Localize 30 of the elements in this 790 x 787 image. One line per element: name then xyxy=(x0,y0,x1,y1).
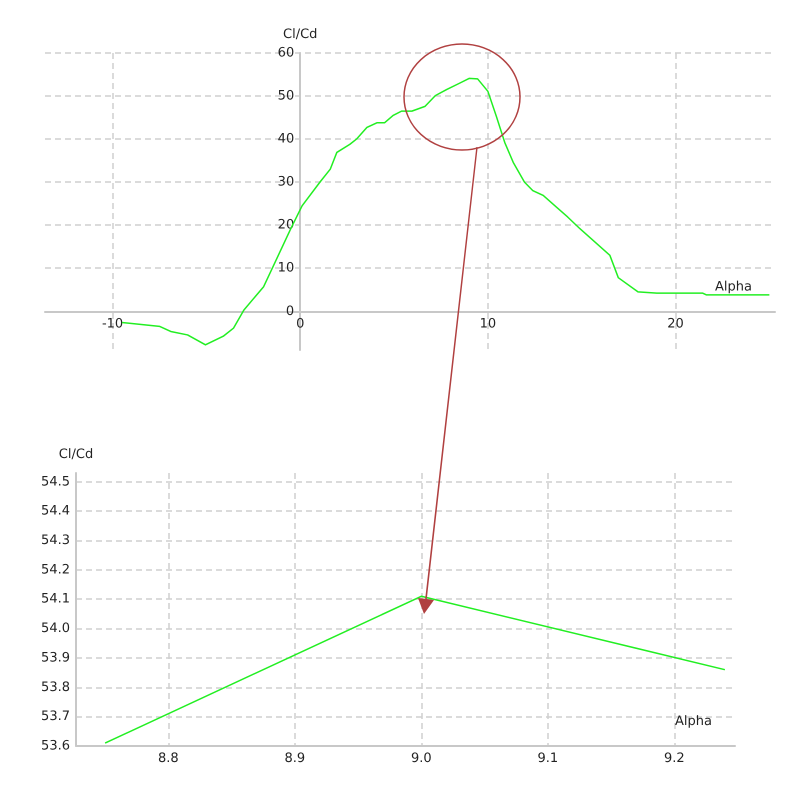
y-tick-label: 54.3 xyxy=(41,533,70,548)
x-tick-label: 8.8 xyxy=(158,751,179,766)
x-tick-label: 20 xyxy=(667,316,684,332)
y-tick-label: 0 xyxy=(286,304,294,319)
line-series xyxy=(121,78,770,346)
x-tick-label: 9.1 xyxy=(537,751,558,766)
y-tick-label: 54.5 xyxy=(41,474,70,490)
y-tick-label: 53.6 xyxy=(41,738,70,754)
x-tick-label: 0 xyxy=(296,316,304,332)
y-tick-label: 50 xyxy=(278,88,294,104)
y-axis-title: Cl/Cd xyxy=(58,447,94,462)
y-tick-label: 53.7 xyxy=(41,709,70,724)
y-tick-label: 54.1 xyxy=(41,592,70,607)
y-axis-title: Cl/Cd xyxy=(283,27,318,42)
x-tick-label: 8.9 xyxy=(284,751,306,766)
y-tick-label: 54.4 xyxy=(41,504,70,519)
y-tick-label: 10 xyxy=(278,260,294,276)
y-tick-label: 53.9 xyxy=(41,650,70,666)
y-tick-label: 60 xyxy=(278,46,294,60)
y-tick-label: 54.0 xyxy=(41,621,70,636)
y-tick-label: 53.8 xyxy=(41,680,70,695)
x-tick-label: 9.0 xyxy=(410,751,432,766)
x-axis-title: Alpha xyxy=(675,714,712,729)
x-tick-label: 10 xyxy=(480,316,496,332)
y-tick-label: 54.2 xyxy=(41,562,70,578)
y-tick-label: 30 xyxy=(278,174,294,190)
x-tick-label: 9.2 xyxy=(664,751,685,766)
x-axis-title: Alpha xyxy=(715,279,752,294)
x-tick-label: -10 xyxy=(102,316,124,332)
y-tick-label: 40 xyxy=(278,132,294,147)
